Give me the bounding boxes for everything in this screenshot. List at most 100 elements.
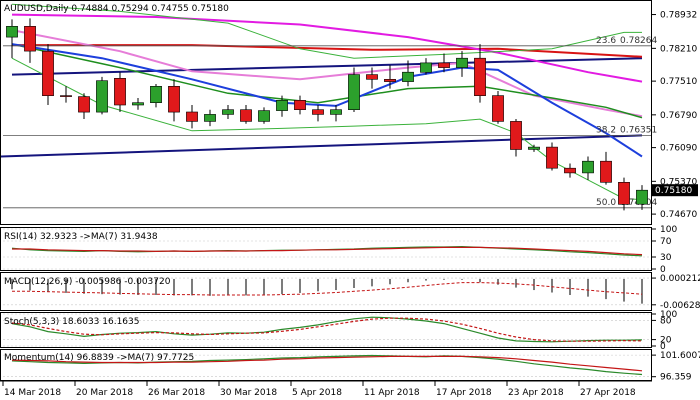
bear-candle [186,111,198,122]
bull-candle [402,71,414,82]
last-price-tag: 0.75180 [652,184,698,197]
bull-candle [132,102,144,106]
bear-candle [546,146,558,169]
date-tick-label: 23 Apr 2018 [508,388,564,398]
last-price-tag-box [652,184,698,197]
panel-tick-label: 0 [660,265,666,275]
bull-candle [456,57,468,68]
bear-candle [294,100,306,111]
rsi-label: RSI(14) 32.9323 ->MA(7) 31.9438 [4,232,158,242]
bear-candle [366,74,378,80]
bull-candle [258,110,270,122]
bear-candle [618,182,630,205]
overlay-line [11,13,643,83]
price-tick-label: 0.77510 [660,77,697,87]
bear-candle [438,62,450,68]
rsi-panel: 100 70 30 0 [3,225,677,275]
macd-panel-frame [0,272,652,311]
indicator-line [12,246,643,256]
price-panel-frame [0,0,652,225]
panel-tick-label: 100 [660,310,677,320]
fib-level-label: 50.0 [596,198,616,208]
fib-level-value: 0.76351 [620,125,657,135]
date-tick-label: 26 Mar 2018 [148,388,205,398]
overlay-line [0,134,643,158]
bull-candle [204,114,216,122]
momentum-panel: 101.6007 96.359 [3,351,700,383]
panel-tick-label: 80 [660,316,672,326]
stoch-label: Stoch(5,3,3) 18.6033 16.1635 [4,317,139,327]
bear-candle [600,160,612,183]
bear-candle [60,95,72,97]
macd-signal-line [12,282,643,296]
candles [6,18,648,211]
price-tick-label: 0.78932 [660,11,697,21]
date-tick-label: 5 Apr 2018 [292,388,342,398]
panel-tick-label: -0.006281 [660,301,700,311]
momentum-label: Momentum(14) 96.8839 ->MA(7) 97.7725 [4,353,194,363]
overlay-line [11,43,643,119]
fib-level-value: 0.78264 [620,36,657,46]
overlay-line [12,44,643,58]
bear-candle [492,95,504,122]
price-axis: 0.78932 0.78210 0.77510 0.76790 0.76090 0.753… [651,11,697,220]
price-tick-label: 0.76090 [660,144,697,154]
date-tick-label: 30 Mar 2018 [220,388,277,398]
bear-candle [42,50,54,97]
bull-candle [636,189,648,205]
panel-tick-label: 30 [660,253,672,263]
fib-level-label: 23.6 [596,36,616,46]
bear-candle [78,96,90,113]
chart-title: AUDUSD,Daily 0.74884 0.75294 0.74755 0.7… [4,4,229,14]
bull-candle [6,25,18,38]
date-tick-label: 17 Apr 2018 [436,388,492,398]
bear-candle [312,109,324,115]
stoch-panel-frame [0,312,652,348]
bear-candle [384,79,396,82]
last-price-tag-label: 0.75180 [655,186,692,196]
panel-tick-label: 96.359 [660,373,692,383]
indicator-line [11,355,643,372]
bull-candle [330,109,342,115]
price-tick-label: 0.75370 [660,177,697,187]
macd-label: MACD(12,26,9) -0.005986 -0.003720 [4,277,171,287]
indicator-line [11,317,643,342]
bull-candle [150,86,162,104]
date-tick-label: 20 Mar 2018 [76,388,133,398]
bull-candle [348,74,360,110]
bear-candle [114,78,126,106]
panel-tick-label: 70 [660,237,672,247]
date-axis: 14 Mar 2018 20 Mar 2018 26 Mar 2018 30 Mar … [0,380,652,398]
bear-candle [24,25,36,52]
panel-tick-label: 0.000212 [660,274,700,284]
price-tick-label: 0.76790 [660,111,697,121]
bear-candle [240,109,252,122]
panel-tick-label: 20 [660,336,672,346]
price-tick-label: 0.78210 [660,44,697,54]
bull-candle [276,100,288,111]
date-tick-label: 11 Apr 2018 [364,388,420,398]
rsi-panel-frame [0,227,652,271]
panel-tick-label: 100 [660,225,677,235]
bull-candle [96,80,108,113]
bear-candle [474,57,486,97]
overlay-line [11,3,642,59]
overlay-lines [0,3,643,201]
bear-candle [564,167,576,174]
fib-level-label: 38.2 [596,125,616,135]
panel-tick-label: 0 [660,342,666,352]
bear-candle [168,86,180,113]
bear-candle [510,121,522,150]
bull-candle [582,160,594,174]
overlay-line [11,57,643,201]
macd-panel: 0.000212 -0.006281 [3,274,700,311]
price-tick-label: 0.74670 [660,210,697,220]
bull-candle [222,109,234,115]
bull-candle [528,146,540,150]
date-tick-label: 14 Mar 2018 [4,388,61,398]
bull-candle [420,62,432,73]
panel-tick-label: 101.6007 [660,351,700,361]
date-tick-label: 27 Apr 2018 [580,388,636,398]
